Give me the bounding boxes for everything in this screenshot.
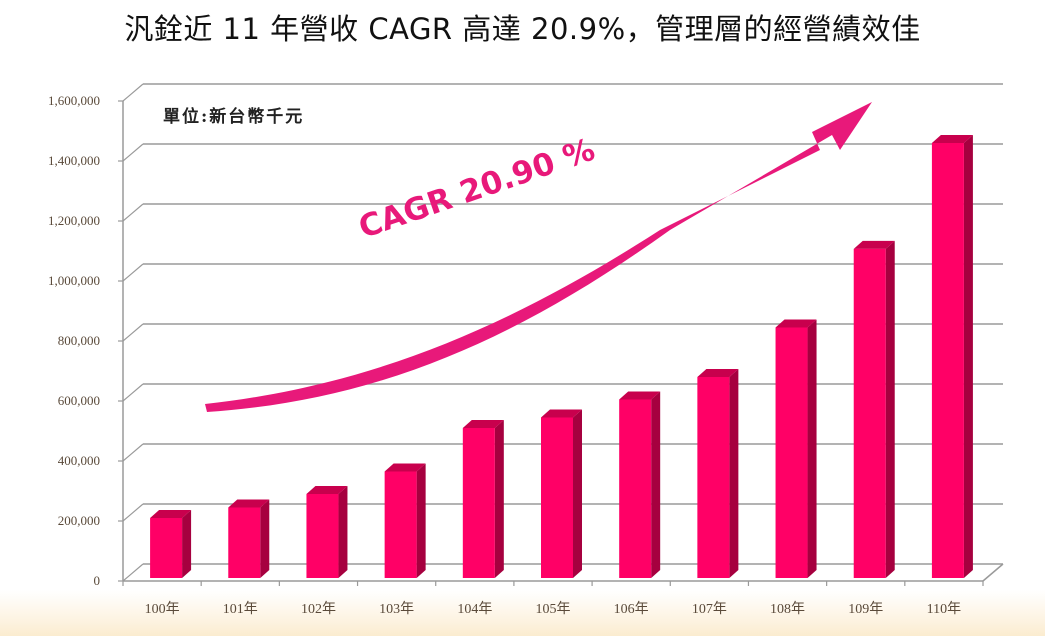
y-tick-label: 600,000 xyxy=(57,393,100,408)
y-tick-label: 1,000,000 xyxy=(48,273,100,288)
x-tick-label: 107年 xyxy=(691,602,727,617)
unit-label: 單位:新台幣千元 xyxy=(163,107,305,127)
x-tick-label: 103年 xyxy=(379,602,415,617)
bar-110年 xyxy=(931,135,973,578)
x-tick-label: 101年 xyxy=(222,602,258,617)
y-tick-label: 400,000 xyxy=(57,453,100,468)
bar-103年 xyxy=(384,463,426,578)
y-tick-label: 1,400,000 xyxy=(48,153,100,168)
bar-100年 xyxy=(150,510,192,578)
bar-101年 xyxy=(228,499,270,578)
bar-102年 xyxy=(306,486,348,578)
x-tick-label: 110年 xyxy=(926,602,962,617)
x-tick-label: 106年 xyxy=(613,602,649,617)
y-tick-label: 800,000 xyxy=(57,333,100,348)
bar-107年 xyxy=(697,369,739,578)
x-tick-label: 104年 xyxy=(457,602,493,617)
x-tick-label: 100年 xyxy=(144,602,180,617)
bar-109年 xyxy=(853,240,895,578)
y-tick-label: 0 xyxy=(93,573,101,588)
y-tick-label: 1,600,000 xyxy=(48,93,100,108)
slide-title: 汎銓近 11 年營收 CAGR 高達 20.9%，管理層的經營績效佳 xyxy=(124,12,921,46)
y-tick-label: 200,000 xyxy=(57,513,100,528)
bar-105年 xyxy=(541,409,582,578)
x-tick-label: 108年 xyxy=(770,602,806,617)
x-tick-label: 109年 xyxy=(848,602,884,617)
bar-104年 xyxy=(462,420,504,578)
bar-106年 xyxy=(619,391,661,578)
chart-bars xyxy=(150,135,973,578)
y-tick-label: 1,200,000 xyxy=(48,213,100,228)
bar-108年 xyxy=(775,319,817,578)
x-tick-label: 105年 xyxy=(535,602,571,617)
x-tick-label: 102年 xyxy=(300,602,336,617)
